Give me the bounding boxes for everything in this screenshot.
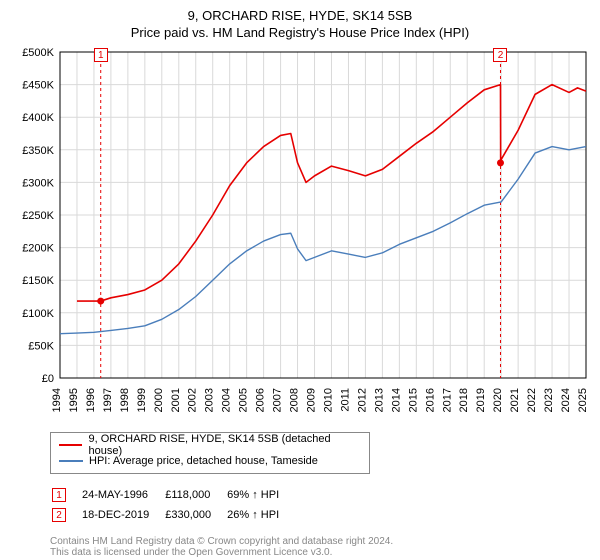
svg-text:2018: 2018: [458, 388, 470, 412]
event-date: 18-DEC-2019: [82, 506, 163, 524]
svg-text:2007: 2007: [272, 388, 284, 412]
events-table: 1 24-MAY-1996 £118,000 69% ↑ HPI 2 18-DE…: [50, 484, 295, 526]
svg-text:£350K: £350K: [22, 145, 54, 157]
svg-text:2014: 2014: [390, 388, 402, 412]
price-chart: £0 £50K £100K £150K £200K £250K £300K £350K £400…: [8, 46, 592, 426]
svg-text:2000: 2000: [153, 388, 165, 412]
svg-text:1996: 1996: [85, 388, 97, 412]
svg-text:2020: 2020: [492, 388, 504, 412]
legend-swatch: [59, 444, 82, 446]
svg-text:£400K: £400K: [22, 112, 54, 124]
svg-text:2011: 2011: [339, 388, 351, 412]
svg-text:1995: 1995: [68, 388, 80, 412]
event-price: £330,000: [165, 506, 225, 524]
svg-text:2019: 2019: [475, 388, 487, 412]
svg-text:2005: 2005: [238, 388, 250, 412]
legend: 9, ORCHARD RISE, HYDE, SK14 5SB (detache…: [50, 432, 370, 474]
svg-text:1997: 1997: [102, 388, 114, 412]
event-marker: 2: [493, 48, 507, 62]
svg-text:2009: 2009: [306, 388, 318, 412]
svg-text:£450K: £450K: [22, 80, 54, 92]
svg-text:2021: 2021: [509, 388, 521, 412]
svg-text:2004: 2004: [221, 388, 233, 412]
svg-text:2001: 2001: [170, 388, 182, 412]
legend-item: 9, ORCHARD RISE, HYDE, SK14 5SB (detache…: [59, 437, 361, 453]
svg-text:£0: £0: [42, 373, 54, 385]
svg-text:2008: 2008: [289, 388, 301, 412]
svg-text:2022: 2022: [526, 388, 538, 412]
svg-text:£300K: £300K: [22, 177, 54, 189]
event-change: 26% ↑ HPI: [227, 506, 293, 524]
legend-item: HPI: Average price, detached house, Tame…: [59, 453, 361, 469]
event-marker: 1: [94, 48, 108, 62]
svg-text:£500K: £500K: [22, 47, 54, 59]
svg-text:2006: 2006: [255, 388, 267, 412]
svg-text:2010: 2010: [322, 388, 334, 412]
svg-text:2003: 2003: [204, 388, 216, 412]
svg-text:£200K: £200K: [22, 243, 54, 255]
svg-text:2025: 2025: [577, 388, 589, 412]
event-badge: 2: [52, 508, 66, 522]
svg-text:2023: 2023: [543, 388, 555, 412]
event-date: 24-MAY-1996: [82, 486, 163, 504]
svg-text:1994: 1994: [51, 388, 63, 412]
svg-text:1998: 1998: [119, 388, 131, 412]
legend-label: HPI: Average price, detached house, Tame…: [89, 455, 318, 467]
svg-text:£250K: £250K: [22, 210, 54, 222]
svg-text:2024: 2024: [560, 388, 572, 412]
title-sub: Price paid vs. HM Land Registry's House …: [8, 25, 592, 40]
legend-swatch: [59, 460, 83, 462]
event-badge: 1: [52, 488, 66, 502]
svg-text:2012: 2012: [356, 388, 368, 412]
svg-text:1999: 1999: [136, 388, 148, 412]
chart-container: £0 £50K £100K £150K £200K £250K £300K £350K £400…: [8, 46, 592, 426]
svg-text:£50K: £50K: [28, 340, 54, 352]
event-change: 69% ↑ HPI: [227, 486, 293, 504]
title-address: 9, ORCHARD RISE, HYDE, SK14 5SB: [8, 8, 592, 23]
footer-line: This data is licensed under the Open Gov…: [50, 547, 592, 558]
svg-text:2013: 2013: [373, 388, 385, 412]
svg-text:2015: 2015: [407, 388, 419, 412]
footer-attribution: Contains HM Land Registry data © Crown c…: [50, 536, 592, 558]
svg-text:£100K: £100K: [22, 308, 54, 320]
event-price: £118,000: [165, 486, 225, 504]
event-row: 1 24-MAY-1996 £118,000 69% ↑ HPI: [52, 486, 293, 504]
legend-label: 9, ORCHARD RISE, HYDE, SK14 5SB (detache…: [88, 433, 361, 457]
svg-text:£150K: £150K: [22, 275, 54, 287]
svg-text:2017: 2017: [441, 388, 453, 412]
footer-line: Contains HM Land Registry data © Crown c…: [50, 536, 592, 547]
svg-text:2016: 2016: [424, 388, 436, 412]
event-row: 2 18-DEC-2019 £330,000 26% ↑ HPI: [52, 506, 293, 524]
svg-text:2002: 2002: [187, 388, 199, 412]
